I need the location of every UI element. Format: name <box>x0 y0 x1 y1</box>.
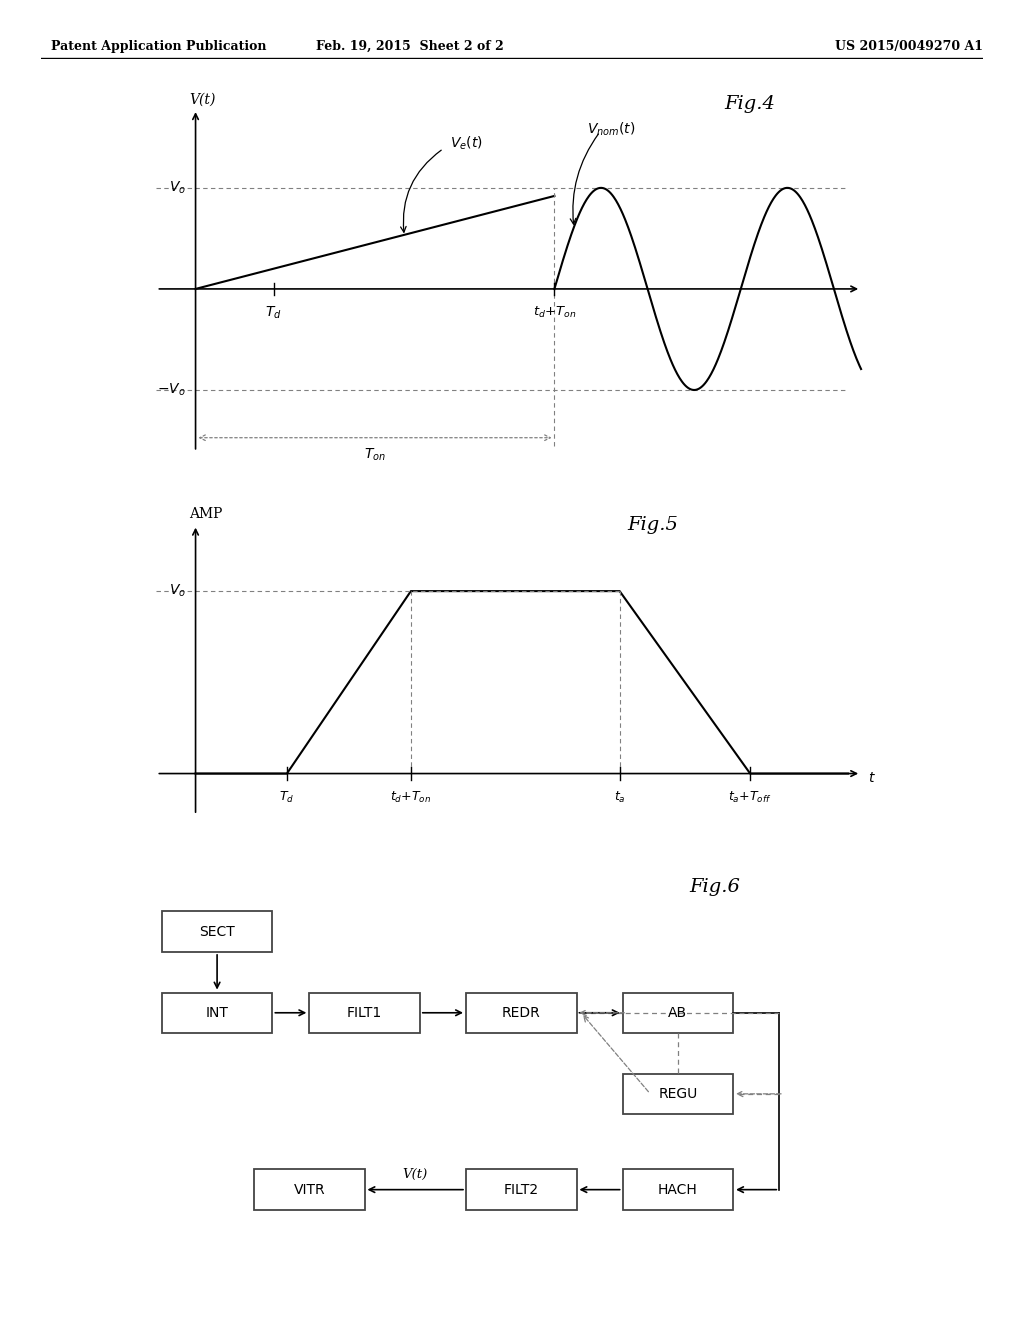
Text: $t_a$: $t_a$ <box>613 791 626 805</box>
Text: $V_{nom}(t)$: $V_{nom}(t)$ <box>587 120 636 137</box>
Text: Fig.5: Fig.5 <box>627 516 678 533</box>
Text: $V_o$: $V_o$ <box>169 583 185 599</box>
Text: US 2015/0049270 A1: US 2015/0049270 A1 <box>835 40 983 53</box>
FancyBboxPatch shape <box>466 993 577 1034</box>
Text: $t_a$$+$$T_{off}$: $t_a$$+$$T_{off}$ <box>728 791 772 805</box>
Text: $V_o$: $V_o$ <box>169 180 185 197</box>
Text: Fig.6: Fig.6 <box>689 879 740 896</box>
FancyBboxPatch shape <box>162 993 272 1034</box>
Text: REDR: REDR <box>502 1006 541 1020</box>
Text: $-V_o$: $-V_o$ <box>157 381 185 399</box>
Text: $T_d$: $T_d$ <box>280 791 295 805</box>
FancyBboxPatch shape <box>309 993 420 1034</box>
Text: HACH: HACH <box>658 1183 697 1197</box>
FancyBboxPatch shape <box>254 1170 365 1210</box>
FancyBboxPatch shape <box>466 1170 577 1210</box>
Text: $t_d$$+$$T_{on}$: $t_d$$+$$T_{on}$ <box>390 791 431 805</box>
Text: V(t): V(t) <box>189 92 215 107</box>
Text: $t_d$$+$$T_{on}$: $t_d$$+$$T_{on}$ <box>532 305 577 319</box>
FancyBboxPatch shape <box>162 911 272 952</box>
Text: REGU: REGU <box>658 1086 697 1101</box>
Text: AMP: AMP <box>189 507 222 520</box>
Text: SECT: SECT <box>200 925 234 939</box>
Text: VITR: VITR <box>294 1183 325 1197</box>
Text: $T_{on}$: $T_{on}$ <box>364 446 386 462</box>
Text: V(t): V(t) <box>402 1168 428 1181</box>
Text: Patent Application Publication: Patent Application Publication <box>51 40 266 53</box>
Text: FILT1: FILT1 <box>347 1006 382 1020</box>
FancyBboxPatch shape <box>623 1170 733 1210</box>
Text: Feb. 19, 2015  Sheet 2 of 2: Feb. 19, 2015 Sheet 2 of 2 <box>315 40 504 53</box>
FancyBboxPatch shape <box>623 993 733 1034</box>
Text: FILT2: FILT2 <box>504 1183 539 1197</box>
Text: Fig.4: Fig.4 <box>725 95 775 112</box>
Text: INT: INT <box>206 1006 228 1020</box>
Text: AB: AB <box>669 1006 687 1020</box>
FancyBboxPatch shape <box>623 1073 733 1114</box>
Text: $t$: $t$ <box>867 771 876 784</box>
Text: $T_d$: $T_d$ <box>265 305 283 321</box>
Text: $V_e(t)$: $V_e(t)$ <box>450 135 483 152</box>
